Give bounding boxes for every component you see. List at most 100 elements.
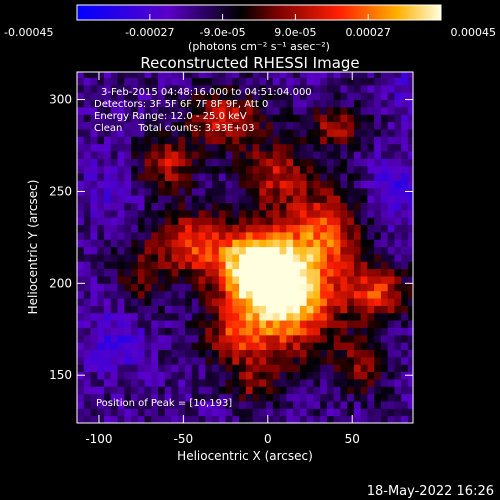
heatmap-cell [90,151,98,159]
heatmap-cell [212,217,220,226]
heatmap-cell [347,158,355,167]
heatmap-cell [266,217,274,226]
heatmap-cell [252,121,260,130]
heatmap-cell [387,327,395,336]
heatmap-cell [293,327,301,336]
heatmap-cell [306,393,314,402]
heatmap-cell [171,393,179,402]
heatmap-cell [401,371,409,380]
heatmap-cell [266,268,274,277]
heatmap-cell [185,158,193,167]
heatmap-cell [158,106,166,115]
heatmap-cell [178,364,186,373]
heatmap-cell [380,364,389,373]
heatmap-cell [380,202,389,211]
heatmap-cell [83,371,91,380]
heatmap-cell [266,136,274,145]
heatmap-cell [205,77,213,86]
heatmap-cell [407,246,413,255]
heatmap-cell [198,312,206,321]
heatmap-cell [110,393,119,402]
heatmap-cell [239,386,247,395]
heatmap-cell [131,305,139,314]
heatmap-cell [83,283,91,292]
heatmap-cell [137,114,146,123]
heatmap-cell [117,342,125,350]
heatmap-cell [299,342,308,350]
heatmap-cell [205,298,213,306]
heatmap-cell [374,334,382,343]
heatmap-cell [394,180,402,189]
heatmap-cell [340,305,348,314]
heatmap-cell [158,268,166,277]
heatmap-cell [326,217,335,226]
heatmap-cell [97,165,105,174]
heatmap-cell [131,77,139,86]
heatmap-cell [164,349,173,358]
heatmap-cell [77,224,85,233]
heatmap-cell [353,342,362,350]
heatmap-cell [83,114,91,123]
colorbar-unit-label: (photons cm⁻² s⁻¹ asec⁻²) [188,40,330,53]
heatmap-cell [407,312,413,321]
heatmap-cell [212,202,220,211]
heatmap-cell [367,224,375,233]
heatmap-cell [83,209,91,218]
heatmap-cell [151,261,159,270]
heatmap-cell [232,408,240,417]
heatmap-cell [367,261,375,270]
heatmap-cell [137,349,146,358]
heatmap-cell [137,371,146,380]
heatmap-cell [380,231,389,240]
heatmap-cell [340,415,348,423]
heatmap-cell [158,290,166,299]
heatmap-cell [97,231,105,240]
heatmap-cell [380,106,389,115]
heatmap-cell [313,106,321,115]
heatmap-cell [110,224,119,233]
heatmap-cell [313,408,321,417]
heatmap-cell [104,246,112,255]
heatmap-cell [191,386,200,395]
heatmap-cell [306,364,314,373]
heatmap-cell [178,349,186,358]
heatmap-cell [131,298,139,306]
heatmap-cell [320,231,328,240]
heatmap-cell [259,290,267,299]
heatmap-cell [205,99,213,108]
heatmap-cell [83,121,91,130]
heatmap-cell [245,298,254,306]
heatmap-cell [218,92,227,101]
heatmap-cell [387,77,395,86]
heatmap-cell [299,261,308,270]
heatmap-cell [252,253,260,262]
heatmap-cell [306,72,314,79]
heatmap-cell [387,99,395,108]
heatmap-cell [104,121,112,130]
heatmap-cell [266,121,274,130]
heatmap-cell [387,231,395,240]
heatmap-cell [137,393,146,402]
heatmap-cell [374,386,382,395]
heatmap-cell [110,77,119,86]
heatmap-cell [320,283,328,292]
heatmap-cell [191,209,200,218]
heatmap-cell [198,180,206,189]
heatmap-cell [340,143,348,152]
heatmap-cell [353,415,362,423]
heatmap-cell [340,400,348,409]
heatmap-cell [218,268,227,277]
heatmap-cell [205,165,213,174]
heatmap-cell [164,92,173,101]
heatmap-cell [137,165,146,174]
heatmap-cell [77,400,85,409]
heatmap-cell [374,143,382,152]
heatmap-cell [347,143,355,152]
heatmap-cell [279,195,287,203]
heatmap-cell [104,298,112,306]
heatmap-cell [164,72,173,79]
heatmap-cell [137,364,146,373]
heatmap-cell [245,290,254,299]
heatmap-cell [380,371,389,380]
heatmap-cell [198,261,206,270]
